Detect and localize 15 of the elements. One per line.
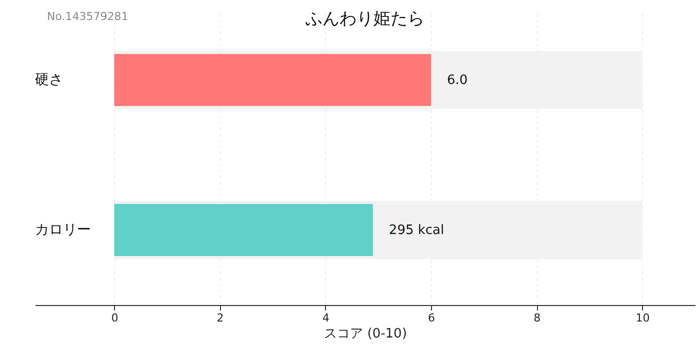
x-axis-title: スコア (0-10) (324, 326, 407, 342)
x-tick-label: 6 (428, 312, 435, 324)
y-tick-label: 硬さ (35, 72, 63, 88)
x-tick-label: 10 (636, 312, 650, 324)
x-tick-label: 8 (534, 312, 541, 324)
annotation: 295 kcal (388, 223, 444, 238)
data-label: 6.0 (447, 73, 468, 88)
bar (114, 54, 431, 106)
x-tick-label: 0 (111, 312, 118, 324)
y-tick-label: カロリー (35, 222, 91, 238)
x-tick-label: 2 (216, 312, 224, 324)
x-tick-label: 4 (322, 312, 330, 324)
annotation: No.143579281 (47, 10, 128, 23)
bar (114, 204, 373, 256)
chart-title: ふんわり姫たら (304, 9, 424, 29)
